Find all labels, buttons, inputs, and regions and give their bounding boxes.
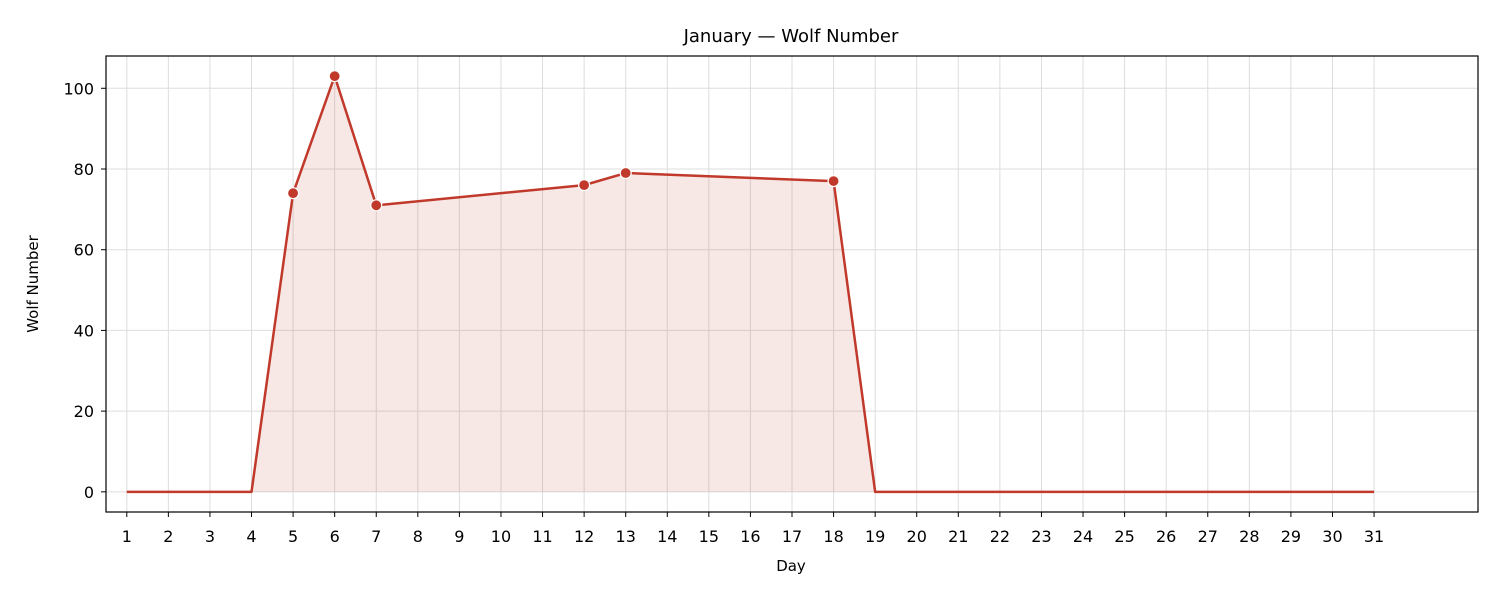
area-layer (126, 76, 1375, 492)
x-tick-label: 9 (454, 527, 464, 546)
series-line (126, 74, 1375, 494)
x-tick-label: 20 (907, 527, 927, 546)
x-tick-label: 13 (616, 527, 636, 546)
series-area-fill (126, 76, 1375, 492)
x-axis-ticks: 1 2 3 4 5 6 7 8 9 10 11 12 13 14 15 16 17 18 19 20 21 22 23 24 2… (122, 512, 1384, 546)
line-layer (126, 74, 1375, 494)
y-tick-label: 40 (74, 321, 94, 340)
y-tick-label: 100 (63, 79, 94, 98)
x-tick-label: 10 (491, 527, 511, 546)
y-axis-ticks: 0 20 40 60 80 100 (63, 79, 106, 502)
x-tick-label: 4 (246, 527, 256, 546)
x-tick-label: 21 (948, 527, 968, 546)
y-tick-label: 60 (74, 241, 94, 260)
x-tick-label: 19 (865, 527, 885, 546)
y-tick-label: 0 (84, 483, 94, 502)
x-tick-label: 15 (699, 527, 719, 546)
x-tick-label: 17 (782, 527, 802, 546)
y-tick-label: 20 (74, 402, 94, 421)
x-tick-label: 1 (122, 527, 132, 546)
x-tick-label: 11 (532, 527, 552, 546)
chart-title: January — Wolf Number (683, 26, 899, 47)
x-tick-label: 6 (330, 527, 340, 546)
data-point (370, 199, 383, 212)
x-tick-label: 2 (163, 527, 173, 546)
x-tick-label: 18 (823, 527, 843, 546)
data-point (578, 179, 591, 192)
x-tick-label: 8 (413, 527, 423, 546)
x-tick-label: 27 (1198, 527, 1218, 546)
y-axis-label: Wolf Number (24, 234, 42, 332)
y-tick-label: 80 (74, 160, 94, 179)
x-axis-label: Day (776, 557, 806, 575)
x-tick-label: 30 (1322, 527, 1342, 546)
data-point (286, 187, 300, 200)
x-tick-label: 22 (990, 527, 1010, 546)
x-tick-label: 29 (1281, 527, 1301, 546)
x-tick-label: 23 (1031, 527, 1051, 546)
x-tick-label: 16 (740, 527, 760, 546)
x-tick-label: 25 (1114, 527, 1134, 546)
data-point (619, 166, 632, 180)
x-tick-label: 26 (1156, 527, 1176, 546)
x-tick-label: 28 (1239, 527, 1259, 546)
x-tick-label: 24 (1073, 527, 1093, 546)
x-tick-label: 5 (288, 527, 298, 546)
grid (106, 56, 1478, 512)
x-tick-label: 7 (371, 527, 381, 546)
x-tick-label: 31 (1364, 527, 1384, 546)
x-tick-label: 14 (657, 527, 677, 546)
data-point (827, 174, 840, 188)
x-tick-label: 3 (205, 527, 215, 546)
x-tick-label: 12 (574, 527, 594, 546)
marker-layer (286, 70, 840, 212)
data-point (328, 70, 341, 83)
